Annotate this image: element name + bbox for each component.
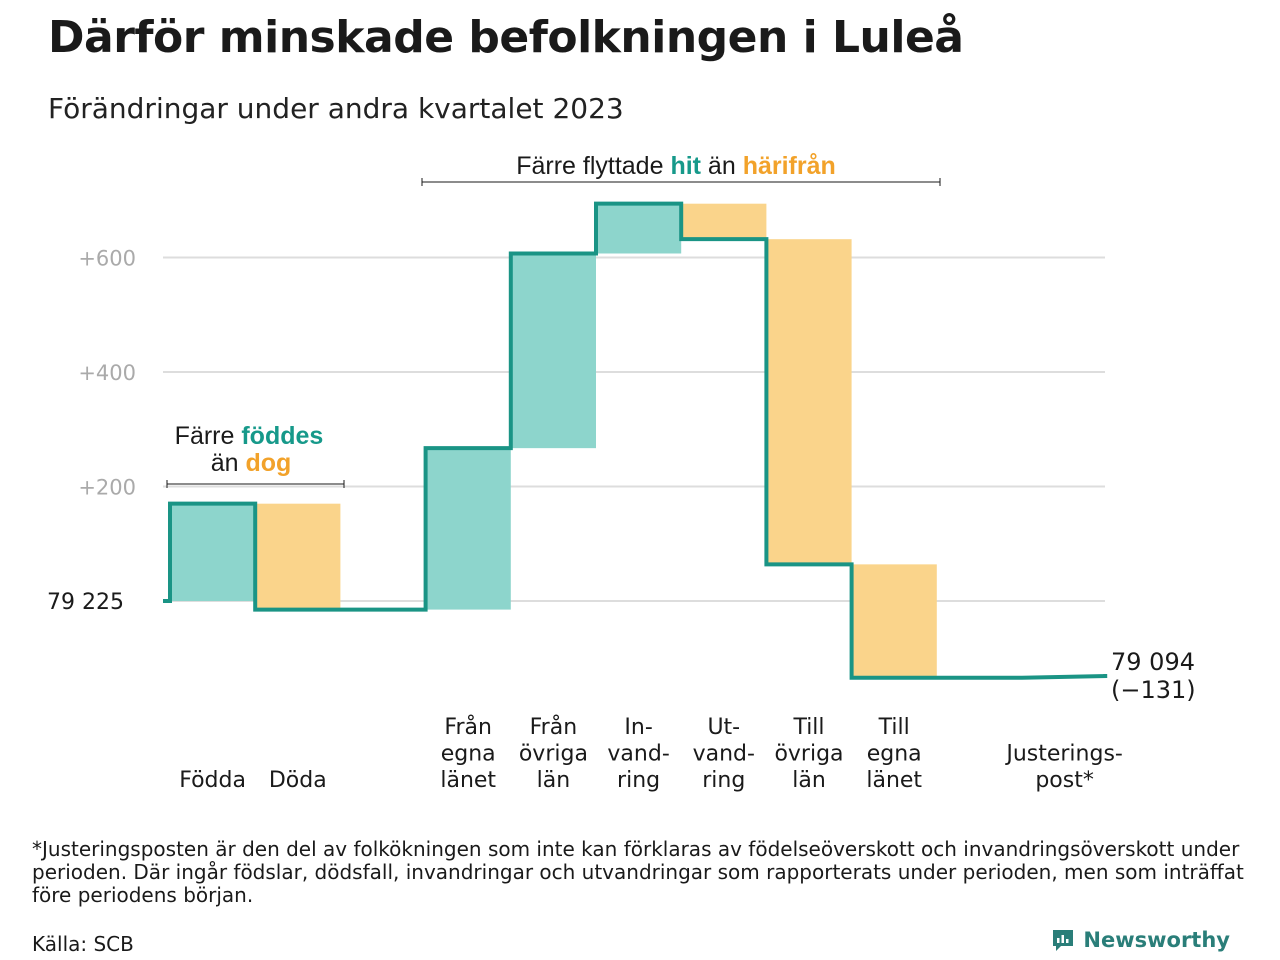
- annotation-migration: Färre flyttade hit än härifrån: [516, 152, 836, 180]
- x-category-label: Ut-vand-ring: [693, 715, 755, 793]
- waterfall-bar: [255, 503, 341, 610]
- start-value-label: 79 225: [47, 590, 124, 615]
- x-category-label: Från egna länet: [440, 714, 496, 793]
- y-tick-label: +200: [78, 476, 136, 500]
- waterfall-bar: [596, 203, 682, 254]
- chart-title: Därför minskade befolkningen i Luleå: [48, 12, 964, 63]
- x-category-label: Döda: [269, 768, 327, 793]
- newsworthy-logo-icon: [1053, 930, 1074, 951]
- brand-logo[interactable]: Newsworthy: [1051, 928, 1230, 952]
- annotation-births-deaths: Färre föddes: [175, 422, 324, 450]
- waterfall-bar: [510, 253, 596, 449]
- x-category-label: Justerings-post*: [1004, 742, 1123, 794]
- x-category-label: Från övriga län: [519, 714, 588, 793]
- cumulative-step-line: [163, 201, 1108, 680]
- footnote: *Justeringsposten är den del av folkökni…: [32, 837, 1244, 907]
- x-category-label: In-vand-ring: [607, 715, 669, 793]
- waterfall-bar: [766, 239, 852, 565]
- waterfall-chart: +200 +400 +600 79 225 Födda Döda Från egna länet…: [47, 152, 1196, 794]
- source-label: Källa: SCB: [32, 932, 134, 956]
- waterfall-bar: [425, 448, 511, 610]
- waterfall-bar: [851, 564, 937, 678]
- x-category-label: Födda: [179, 768, 246, 793]
- y-tick-label: +600: [78, 247, 136, 271]
- y-tick-label: +400: [78, 361, 136, 385]
- brand-name: Newsworthy: [1083, 928, 1230, 952]
- annotation-births-deaths-line2: än dog: [211, 449, 292, 477]
- waterfall-bar: [170, 503, 256, 601]
- x-category-label: Till övriga län: [774, 715, 843, 793]
- end-value-label: 79 094 (−131): [1111, 648, 1196, 704]
- waterfall-bar: [681, 203, 767, 240]
- chart-subtitle: Förändringar under andra kvartalet 2023: [48, 92, 624, 125]
- x-category-label: Till egna länet: [866, 715, 922, 793]
